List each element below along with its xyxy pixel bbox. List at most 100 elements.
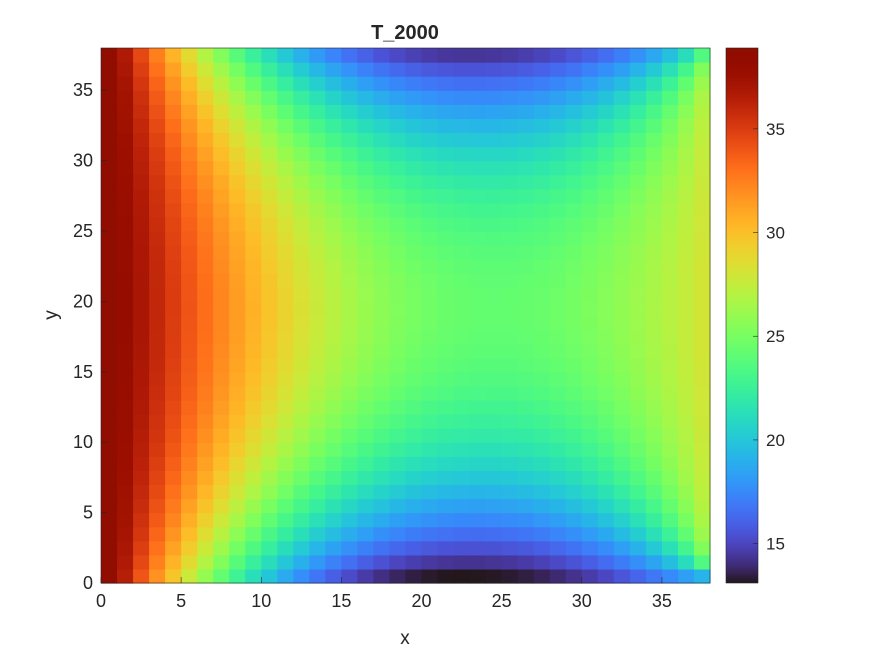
- heatmap-cell: [437, 202, 455, 218]
- heatmap-cell: [405, 132, 423, 148]
- heatmap-cell: [325, 399, 342, 415]
- heatmap-cell: [293, 146, 310, 162]
- heatmap-cell: [629, 428, 647, 443]
- heatmap-cell: [165, 160, 182, 176]
- heatmap-cell: [133, 568, 150, 584]
- heatmap-cell: [325, 329, 342, 345]
- heatmap-cell: [597, 554, 615, 570]
- heatmap-cell: [693, 540, 711, 556]
- heatmap-cell: [533, 202, 551, 218]
- heatmap-cell: [245, 76, 262, 91]
- heatmap-cell: [165, 90, 182, 105]
- heatmap-cell: [453, 273, 471, 288]
- heatmap-cell: [437, 512, 455, 528]
- heatmap-cell: [293, 259, 310, 274]
- heatmap-cell: [181, 399, 198, 415]
- heatmap-cell: [437, 540, 455, 556]
- heatmap-cell: [421, 202, 439, 218]
- heatmap-cell: [181, 414, 198, 429]
- heatmap-cell: [485, 371, 503, 387]
- heatmap-cell: [645, 76, 663, 91]
- heatmap-cell: [693, 442, 711, 457]
- heatmap-cell: [325, 456, 342, 471]
- heatmap-cell: [309, 512, 326, 528]
- heatmap-cell: [245, 498, 262, 514]
- heatmap-cell: [565, 428, 583, 443]
- heatmap-cell: [597, 118, 615, 134]
- heatmap-cell: [133, 174, 150, 190]
- heatmap-cell: [357, 132, 375, 148]
- heatmap-cell: [133, 118, 150, 134]
- heatmap-cell: [181, 470, 198, 486]
- heatmap-cell: [389, 90, 407, 105]
- heatmap-cell: [293, 442, 310, 457]
- colorbar-tick-label: 15: [766, 535, 785, 554]
- heatmap-cell: [405, 343, 423, 359]
- heatmap-cell: [693, 428, 711, 443]
- heatmap-cell: [597, 188, 615, 204]
- heatmap-cell: [421, 371, 439, 387]
- heatmap-cell: [213, 245, 230, 260]
- heatmap-cell: [389, 554, 407, 570]
- heatmap-cell: [437, 357, 455, 373]
- heatmap-cell: [341, 343, 359, 359]
- heatmap-cell: [133, 399, 150, 415]
- heatmap-cell: [469, 484, 487, 500]
- heatmap-cell: [373, 456, 391, 471]
- heatmap-cell: [341, 568, 359, 584]
- heatmap-cell: [437, 343, 455, 359]
- heatmap-cell: [229, 568, 246, 584]
- heatmap-cell: [533, 245, 551, 260]
- heatmap-cell: [581, 48, 599, 63]
- heatmap-cell: [277, 343, 294, 359]
- heatmap-cell: [613, 414, 631, 429]
- heatmap-cell: [229, 554, 246, 570]
- heatmap-cell: [373, 568, 391, 584]
- heatmap-cell: [181, 188, 198, 204]
- heatmap-cell: [133, 216, 150, 232]
- heatmap-cell: [165, 118, 182, 134]
- heatmap-cell: [197, 174, 214, 190]
- heatmap-cell: [629, 498, 647, 514]
- heatmap-cell: [549, 414, 567, 429]
- heatmap-cell: [421, 118, 439, 134]
- heatmap-cell: [357, 273, 375, 288]
- heatmap-cell: [517, 470, 535, 486]
- heatmap-cell: [165, 414, 182, 429]
- heatmap-cell: [405, 526, 423, 542]
- heatmap-cell: [293, 568, 310, 584]
- heatmap-cell: [325, 132, 342, 148]
- heatmap-cell: [565, 231, 583, 246]
- heatmap-cell: [341, 357, 359, 373]
- heatmap-cell: [181, 385, 198, 401]
- heatmap-cell: [149, 568, 166, 584]
- heatmap-cell: [293, 484, 310, 500]
- heatmap-cell: [469, 174, 487, 190]
- heatmap-cell: [133, 498, 150, 514]
- heatmap-cell: [277, 90, 294, 105]
- heatmap-cell: [341, 301, 359, 317]
- heatmap-cell: [437, 526, 455, 542]
- heatmap-cell: [469, 456, 487, 471]
- heatmap-cell: [437, 90, 455, 105]
- heatmap-cell: [517, 385, 535, 401]
- heatmap-cell: [165, 442, 182, 457]
- heatmap-cell: [421, 259, 439, 274]
- heatmap-cell: [277, 385, 294, 401]
- heatmap-cell: [389, 456, 407, 471]
- heatmap-cell: [229, 287, 246, 303]
- heatmap-cell: [117, 216, 134, 232]
- heatmap-cell: [261, 428, 278, 443]
- heatmap-cell: [357, 48, 375, 63]
- heatmap-cell: [437, 174, 455, 190]
- heatmap-cell: [293, 202, 310, 218]
- x-tick-label: 15: [331, 591, 351, 611]
- heatmap-cell: [117, 554, 134, 570]
- heatmap-cell: [373, 357, 391, 373]
- heatmap-cell: [421, 245, 439, 260]
- heatmap-cell: [357, 245, 375, 260]
- heatmap-cell: [309, 456, 326, 471]
- heatmap-cell: [629, 118, 647, 134]
- heatmap-cell: [661, 273, 679, 288]
- heatmap-cell: [565, 301, 583, 317]
